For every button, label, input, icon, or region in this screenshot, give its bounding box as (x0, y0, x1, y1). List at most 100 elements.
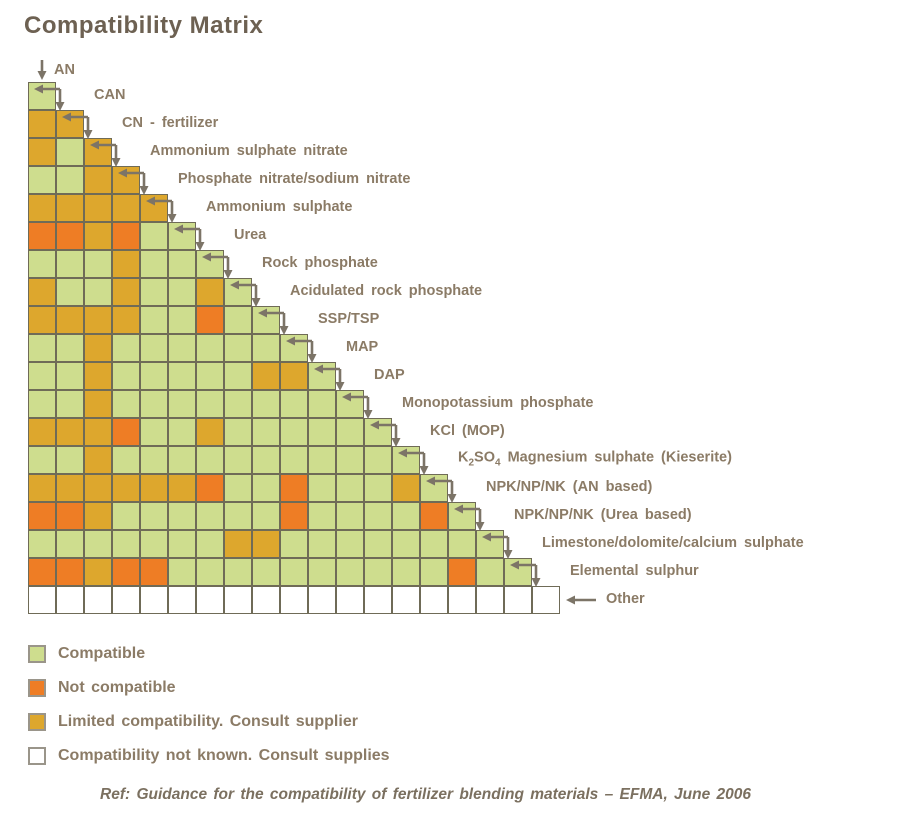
matrix-cell (224, 334, 252, 362)
matrix-cell (84, 278, 112, 306)
material-label: CN - fertilizer (122, 115, 219, 131)
matrix-cell (364, 474, 392, 502)
matrix-cell (140, 334, 168, 362)
matrix-cell (224, 306, 252, 334)
label-arrow-icon (482, 532, 513, 559)
reference-footnote: Ref: Guidance for the compatibility of f… (100, 786, 752, 803)
matrix-cell (308, 502, 336, 530)
matrix-cell (392, 558, 420, 586)
matrix-cell (224, 390, 252, 418)
matrix-cell (168, 390, 196, 418)
matrix-cell (28, 222, 56, 250)
material-label: KCl (MOP) (430, 423, 505, 439)
matrix-cell (224, 446, 252, 474)
matrix-cell (196, 558, 224, 586)
legend-label: Limited compatibility. Consult supplier (58, 713, 358, 730)
matrix-cell (28, 418, 56, 446)
matrix-cell (364, 530, 392, 558)
matrix-cell (280, 390, 308, 418)
material-label: K2SO4 Magnesium sulphate (Kieserite) (458, 449, 732, 469)
matrix-cell (196, 362, 224, 390)
matrix-cell (112, 362, 140, 390)
material-label: Rock phosphate (262, 255, 378, 271)
matrix-cell (140, 586, 168, 614)
matrix-cell (252, 446, 280, 474)
matrix-cell (308, 474, 336, 502)
matrix-cell (476, 558, 504, 586)
matrix-cell (28, 390, 56, 418)
matrix-cell (168, 334, 196, 362)
matrix-cell (252, 474, 280, 502)
matrix-cell (56, 110, 84, 138)
material-label: Limestone/dolomite/calcium sulphate (542, 535, 804, 551)
matrix-cell (168, 474, 196, 502)
matrix-cell (252, 418, 280, 446)
matrix-cell (112, 278, 140, 306)
material-label: Urea (234, 227, 267, 243)
matrix-cell (252, 334, 280, 362)
label-arrow-icon (398, 448, 429, 475)
label-arrow-icon (314, 364, 345, 391)
label-arrow-icon (90, 140, 121, 167)
matrix-cell (448, 586, 476, 614)
matrix-cell (364, 446, 392, 474)
material-label: Monopotassium phosphate (402, 395, 594, 411)
matrix-cell (336, 530, 364, 558)
matrix-cell (84, 558, 112, 586)
label-arrow-icon (174, 224, 205, 251)
matrix-cell (28, 558, 56, 586)
material-label: Phosphate nitrate/sodium nitrate (178, 171, 411, 187)
matrix-cell (56, 502, 84, 530)
matrix-cell (112, 474, 140, 502)
matrix-cell (140, 418, 168, 446)
matrix-cell (112, 222, 140, 250)
matrix-cell (140, 558, 168, 586)
matrix-cell (168, 446, 196, 474)
matrix-cell (56, 194, 84, 222)
matrix-cell (196, 530, 224, 558)
matrix-cell (112, 586, 140, 614)
matrix-cell (28, 278, 56, 306)
matrix-cell (28, 530, 56, 558)
matrix-cell (140, 278, 168, 306)
matrix-cell (84, 474, 112, 502)
matrix-cell (280, 558, 308, 586)
matrix-cell (28, 502, 56, 530)
matrix-cell (252, 502, 280, 530)
matrix-cell (84, 586, 112, 614)
matrix-cell (84, 306, 112, 334)
matrix-cell (224, 362, 252, 390)
legend-swatch-limited_compatibility_consult_supplier (28, 713, 46, 731)
matrix-cell (364, 558, 392, 586)
matrix-cell (280, 418, 308, 446)
matrix-cell (308, 418, 336, 446)
matrix-cell (168, 558, 196, 586)
matrix-cell (28, 474, 56, 502)
matrix-cell (112, 530, 140, 558)
matrix-cell (168, 418, 196, 446)
matrix-cell (28, 110, 56, 138)
matrix-cell (112, 558, 140, 586)
matrix-cell (420, 558, 448, 586)
matrix-cell (56, 306, 84, 334)
matrix-cell (420, 586, 448, 614)
page-title: Compatibility Matrix (24, 12, 264, 39)
matrix-cell (392, 474, 420, 502)
matrix-cell (196, 334, 224, 362)
material-label: NPK/NP/NK (AN based) (486, 479, 653, 495)
matrix-cell (168, 362, 196, 390)
material-label: Elemental sulphur (570, 563, 699, 579)
matrix-cell (196, 586, 224, 614)
matrix-cell (168, 530, 196, 558)
legend-swatch-compatible (28, 645, 46, 663)
matrix-cell (280, 474, 308, 502)
matrix-cell (196, 502, 224, 530)
matrix-cell (196, 306, 224, 334)
matrix-cell (84, 446, 112, 474)
matrix-cell (308, 530, 336, 558)
matrix-cell (56, 586, 84, 614)
matrix-cell (308, 558, 336, 586)
matrix-cell (336, 418, 364, 446)
material-label: Other (606, 591, 645, 607)
